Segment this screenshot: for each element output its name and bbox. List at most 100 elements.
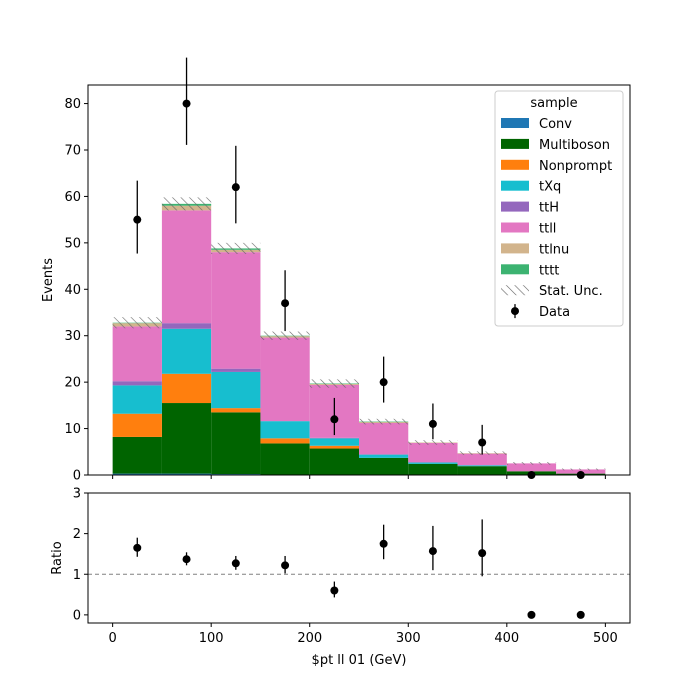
bar-ttll-7 (457, 453, 507, 466)
bar-multiboson-5 (359, 457, 409, 475)
legend-label-stat-unc: Stat. Unc. (539, 284, 603, 299)
bar-nonprompt-0 (112, 413, 162, 437)
ratio-point-4 (330, 586, 339, 595)
bar-nonprompt-2 (211, 408, 261, 413)
stat-unc-band-6 (408, 440, 458, 445)
data-point-5 (379, 378, 388, 387)
legend-label-ttlnu: ttlnu (539, 242, 569, 257)
main-y-tick-label: 60 (64, 190, 81, 205)
series-nonprompt (112, 373, 359, 449)
legend-swatch-multiboson (501, 138, 529, 149)
bar-conv-0 (112, 473, 162, 475)
legend-label-tttt: tttt (539, 263, 559, 278)
main-y-axis-label: Events (41, 258, 56, 302)
ratio-point-0 (133, 543, 142, 552)
x-axis-label: $pt ll 01 (GeV) (312, 653, 407, 668)
ratio-x-tick-label: 100 (199, 631, 224, 646)
ratio-point-1 (182, 555, 191, 564)
bar-nonprompt-4 (309, 445, 359, 449)
ratio-y-tick-label: 0 (73, 608, 81, 623)
legend-label-nonprompt: Nonprompt (539, 159, 612, 174)
legend-label-txq: tXq (539, 180, 561, 195)
legend-swatch-nonprompt (501, 159, 529, 170)
ratio-x-tick-label: 200 (297, 631, 322, 646)
bar-multiboson-6 (408, 463, 458, 475)
bar-txq-4 (309, 438, 359, 446)
bar-ttll-0 (112, 326, 162, 382)
bar-txq-0 (112, 385, 162, 414)
legend-swatch-ttlnu (501, 243, 529, 254)
ratio-x-ticks: 0 100 200 300 400 500 (108, 623, 618, 646)
bar-conv-1 (161, 473, 212, 475)
main-y-tick-label: 40 (64, 283, 81, 298)
bar-nonprompt-3 (260, 438, 310, 444)
ratio-panel: 0 1 2 3 0 100 200 300 400 500 Ratio $pt ll 01 (GeV) (50, 487, 631, 668)
ratio-point-7 (478, 549, 487, 558)
bar-multiboson-4 (309, 448, 359, 475)
legend-swatch-ttll (501, 222, 529, 233)
bar-tth-2 (211, 368, 261, 372)
legend-swatch-txq (501, 180, 529, 191)
ratio-points (133, 519, 585, 619)
legend-swatch-conv (501, 118, 529, 128)
ratio-y-ticks: 0 1 2 3 (73, 487, 88, 623)
bar-txq-5 (359, 454, 409, 458)
stat-unc-band-9 (556, 468, 606, 471)
legend-swatch-tttt (501, 264, 529, 275)
ratio-y-tick-label: 2 (73, 527, 81, 542)
main-x-ticks (112, 475, 606, 479)
ratio-x-tick-label: 300 (396, 631, 421, 646)
data-point-7 (478, 438, 487, 447)
legend-swatch-stat-unc (501, 285, 529, 296)
bar-ttll-5 (359, 423, 409, 455)
main-y-tick-label: 50 (64, 236, 81, 251)
stat-unc-band-5 (359, 418, 409, 425)
ratio-point-9 (576, 610, 585, 619)
stat-unc-band-2 (211, 242, 261, 254)
legend-label-ttll: ttll (539, 222, 556, 237)
ratio-x-tick-label: 500 (593, 631, 618, 646)
bar-txq-2 (211, 371, 261, 409)
stat-unc-band-8 (506, 462, 557, 465)
bar-txq-3 (260, 421, 310, 439)
ratio-point-6 (428, 547, 437, 556)
data-points (133, 57, 585, 479)
stat-unc-band-4 (309, 379, 359, 388)
bar-multiboson-1 (161, 403, 212, 474)
bar-tth-1 (161, 323, 212, 329)
stat-unc-band-3 (260, 331, 310, 340)
series-txq (112, 328, 507, 467)
series-multiboson (112, 403, 606, 475)
ratio-x-tick-label: 400 (494, 631, 519, 646)
bar-multiboson-3 (260, 443, 310, 475)
main-y-tick-label: 20 (64, 376, 81, 391)
main-y-tick-label: 70 (64, 144, 81, 159)
legend-label-multiboson: Multiboson (539, 138, 610, 153)
series-ttll (112, 210, 606, 474)
data-point-0 (133, 215, 142, 224)
main-panel: 0 10 20 30 40 50 60 70 80 Events (41, 57, 631, 484)
bar-ttll-6 (408, 442, 458, 463)
main-y-tick-label: 80 (64, 97, 81, 112)
ratio-y-axis-label: Ratio (50, 541, 65, 574)
bar-ttll-8 (506, 463, 557, 472)
legend-label-tth: ttH (539, 201, 559, 216)
main-y-tick-label: 10 (64, 422, 81, 437)
ratio-x-tick-label: 0 (108, 631, 116, 646)
legend-data-marker (511, 307, 519, 316)
main-y-tick-label: 0 (73, 469, 81, 484)
data-point-2 (231, 183, 240, 192)
main-y-ticks: 0 10 20 30 40 50 60 70 80 (64, 97, 88, 484)
stat-unc-band-1 (161, 197, 212, 211)
data-point-1 (182, 99, 191, 108)
bar-txq-1 (161, 328, 212, 374)
data-point-6 (428, 419, 437, 428)
legend: sample Conv Multiboson Nonprompt tXq ttH ttll t… (494, 90, 624, 327)
bar-txq-7 (457, 465, 507, 467)
ratio-y-tick-label: 1 (73, 568, 81, 583)
bar-multiboson-7 (457, 466, 507, 475)
stat-unc-band-0 (112, 317, 162, 329)
bar-tth-0 (112, 381, 162, 386)
bar-ttll-2 (211, 252, 261, 369)
